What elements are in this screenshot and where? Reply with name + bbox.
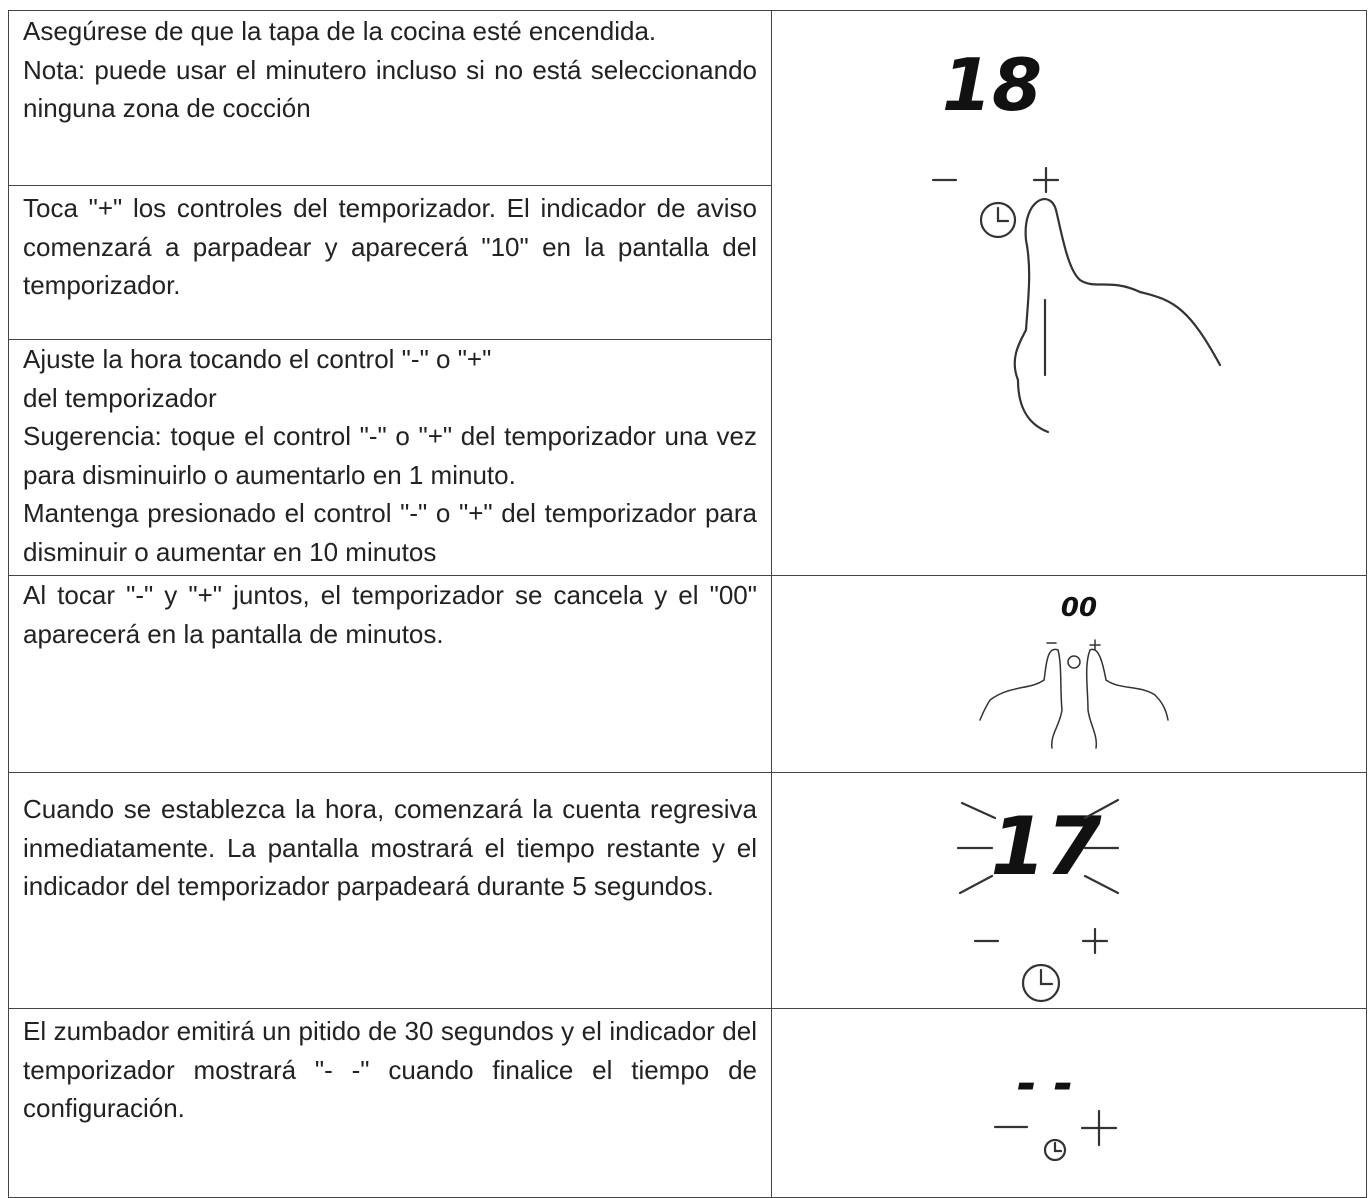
display: 18 (942, 43, 1042, 127)
paragraph: El zumbador emitirá un pitido de 30 segu… (23, 1016, 757, 1123)
blink-icon (956, 798, 1120, 1003)
instruction-cell: Asegúrese de que la tapa de la cocina es… (8, 10, 772, 186)
display: 17 (990, 800, 1102, 893)
instruction-cell: Ajuste la hora tocando el control "-" o … (8, 339, 772, 576)
paragraph: Asegúrese de que la tapa de la cocina es… (23, 16, 657, 46)
paragraph: Cuando se establezca la hora, comenzará … (23, 794, 757, 901)
paragraph: Mantenga presionado el control "-" o "+"… (23, 498, 757, 567)
paragraph: Al tocar "-" y "+" juntos, el temporizad… (23, 580, 757, 649)
touch-icon (979, 639, 1169, 749)
timer-icon (993, 1109, 1118, 1162)
paragraph: Nota: puede usar el minutero incluso si … (23, 54, 757, 124)
display: 00 (1061, 593, 1097, 623)
paragraph: Ajuste la hora tocando el control "-" o … (23, 344, 492, 374)
instruction-cell: El zumbador emitirá un pitido de 30 segu… (8, 1008, 772, 1198)
touch-icon (931, 166, 1222, 434)
paragraph: del temporizador (23, 382, 217, 413)
display: - - (1017, 1056, 1074, 1112)
paragraph: Toca "+" los controles del temporizador.… (23, 193, 757, 300)
instruction-cell: Cuando se establezca la hora, comenzará … (8, 772, 772, 1009)
paragraph: Sugerencia: toque el control "-" o "+" d… (23, 421, 757, 490)
